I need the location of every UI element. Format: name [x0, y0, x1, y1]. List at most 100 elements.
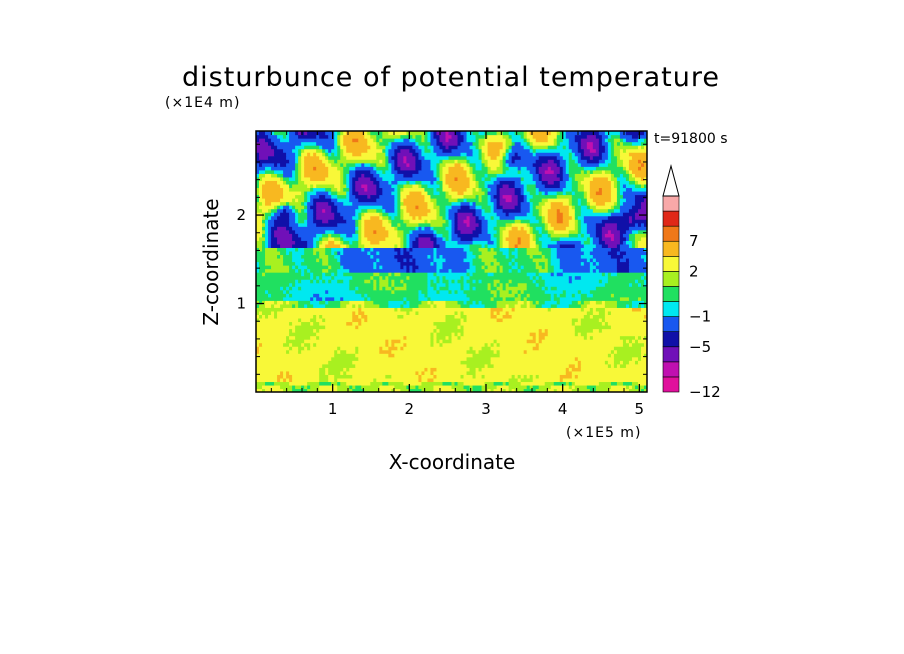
- field-cell: [619, 233, 624, 238]
- field-cell: [325, 296, 335, 301]
- field-cell: [286, 155, 296, 160]
- colorbar-band: [662, 195, 680, 212]
- field-cell: [562, 166, 567, 171]
- field-cell: [511, 268, 519, 273]
- field-cell: [571, 321, 576, 326]
- field-cell: [319, 236, 323, 241]
- field-cell: [454, 388, 468, 392]
- field-cell: [514, 388, 525, 392]
- field-cell: [268, 243, 272, 248]
- field-cell: [481, 159, 489, 164]
- field-cell: [307, 194, 311, 199]
- field-cell: [436, 201, 453, 206]
- field-cell: [526, 250, 543, 256]
- field-cell: [343, 131, 347, 136]
- field-cell: [352, 388, 365, 392]
- field-cell: [631, 339, 636, 344]
- field-cell: [520, 208, 531, 213]
- field-cell: [346, 162, 356, 167]
- field-cell: [322, 279, 326, 284]
- field-cell: [604, 314, 645, 319]
- field-cell: [427, 286, 435, 291]
- field-cell: [469, 166, 474, 171]
- field-cell: [481, 194, 489, 199]
- field-cell: [337, 141, 341, 146]
- field-cell: [334, 201, 344, 206]
- field-cell: [574, 134, 588, 139]
- field-cell: [373, 254, 395, 259]
- field-cell: [634, 236, 642, 241]
- field-cell: [538, 374, 561, 379]
- field-cell: [529, 332, 537, 337]
- field-cell: [376, 145, 386, 150]
- field-cell: [379, 388, 392, 392]
- field-cell: [289, 328, 293, 333]
- field-cell: [634, 194, 647, 199]
- field-cell: [376, 286, 380, 291]
- field-cell: [433, 169, 438, 174]
- field-cell: [631, 155, 647, 160]
- field-cell: [256, 205, 260, 210]
- field-cell: [475, 215, 480, 220]
- field-cell: [616, 300, 633, 305]
- field-cell: [277, 314, 314, 319]
- field-cell: [262, 183, 281, 189]
- field-cell: [562, 187, 573, 192]
- field-cell: [526, 384, 531, 390]
- field-cell: [529, 138, 537, 143]
- field-cell: [292, 233, 299, 238]
- field-cell: [532, 173, 540, 178]
- field-cell: [280, 138, 290, 143]
- field-cell: [403, 236, 407, 241]
- field-cell: [319, 275, 323, 280]
- field-cell: [421, 148, 426, 153]
- field-cell: [298, 265, 308, 270]
- field-cell: [310, 152, 314, 157]
- field-cell: [643, 257, 647, 263]
- field-cell: [475, 201, 489, 206]
- field-cell: [259, 300, 263, 305]
- field-cell: [304, 131, 308, 136]
- field-cell: [256, 226, 263, 231]
- field-cell: [403, 159, 407, 164]
- field-cell: [304, 190, 308, 196]
- field-cell: [547, 243, 561, 248]
- field-cell: [355, 219, 359, 224]
- field-cell: [286, 370, 290, 375]
- colorbar-extend-arrow: [662, 164, 680, 197]
- field-cell: [559, 261, 582, 266]
- field-cell: [430, 332, 435, 337]
- field-cell: [295, 176, 299, 181]
- field-cell: [262, 208, 269, 213]
- field-cell: [421, 370, 426, 375]
- field-cell: [538, 201, 546, 206]
- field-cell: [580, 289, 591, 294]
- field-cell: [517, 194, 525, 199]
- field-cell: [613, 236, 621, 241]
- field-cell: [517, 169, 522, 174]
- field-cell: [277, 236, 293, 241]
- field-cell: [397, 208, 401, 213]
- field-cell: [292, 384, 296, 390]
- field-cell: [421, 162, 432, 167]
- field-cell: [484, 176, 492, 181]
- field-cell: [280, 303, 293, 308]
- field-cell: [337, 131, 341, 136]
- field-cell: [307, 190, 317, 196]
- field-cell: [568, 233, 579, 238]
- field-cell: [292, 286, 299, 291]
- field-cell: [583, 194, 588, 199]
- field-cell: [511, 388, 516, 392]
- field-cell: [358, 219, 362, 224]
- field-cell: [379, 279, 389, 284]
- field-cell: [421, 134, 426, 139]
- field-cell: [643, 353, 647, 358]
- field-cell: [508, 282, 519, 287]
- field-cell: [295, 169, 299, 174]
- field-cell: [301, 279, 311, 284]
- field-cell: [466, 250, 474, 256]
- field-cell: [265, 233, 269, 238]
- field-cell: [508, 247, 516, 252]
- field-cell: [592, 335, 621, 340]
- field-cell: [403, 229, 410, 234]
